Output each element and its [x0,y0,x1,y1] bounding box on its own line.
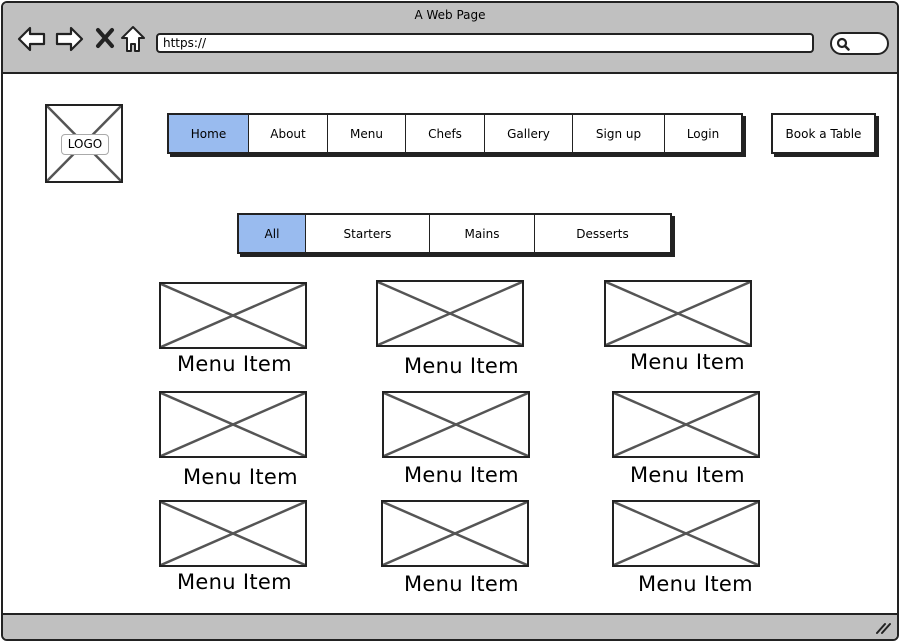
menu-item-image [612,500,760,567]
menu-item-label: Menu Item [177,352,292,376]
menu-item-label: Menu Item [630,463,745,487]
menu-item-label: Menu Item [404,572,519,596]
menu-item-image [159,282,307,349]
resize-grip-icon[interactable] [875,621,891,635]
image-placeholder-icon [161,502,305,565]
menu-item-image [381,500,529,567]
filter-tab-desserts[interactable]: Desserts [576,226,629,241]
window-title: A Web Page [414,8,486,22]
menu-item-label: Menu Item [183,465,298,489]
menu-item-label: Menu Item [630,350,745,374]
image-placeholder-icon [606,282,750,345]
status-bar [3,613,897,639]
menu-item-image [159,500,307,567]
logo-placeholder[interactable]: LOGO [45,104,123,183]
nav-item-chefs[interactable]: Chefs [406,115,485,152]
menu-item-label: Menu Item [404,463,519,487]
image-placeholder-icon [161,284,305,347]
nav-item-menu[interactable]: Menu [328,115,406,152]
logo-label: LOGO [61,134,109,155]
home-icon[interactable] [120,25,146,53]
menu-item-image [604,280,752,347]
address-bar[interactable]: https:// [156,33,814,53]
menu-item-image [376,280,524,347]
filter-tab-all[interactable]: All [239,215,306,252]
image-placeholder-icon [384,393,528,456]
image-placeholder-icon [614,502,758,565]
menu-item-image [612,391,760,458]
menu-item-image [159,391,307,458]
image-placeholder-icon [614,393,758,456]
image-placeholder-icon [383,502,527,565]
nav-item-home[interactable]: Home [169,115,249,152]
browser-chrome: A Web Page https:// [3,3,897,74]
filter-tab-starters[interactable]: Starters [306,215,430,252]
nav-item-login[interactable]: Login [686,126,720,141]
nav-item-sign-up[interactable]: Sign up [573,115,665,152]
image-placeholder-icon [161,393,305,456]
filter-tab-mains[interactable]: Mains [430,215,535,252]
forward-arrow-icon[interactable] [54,26,84,52]
back-arrow-icon[interactable] [17,26,47,52]
search-icon [836,37,850,51]
main-nav: Home About Menu Chefs Gallery Sign up Lo… [167,113,743,154]
menu-item-label: Menu Item [177,570,292,594]
nav-item-about[interactable]: About [249,115,328,152]
menu-filter-tabs: All Starters Mains Desserts [237,213,672,254]
book-a-table-button[interactable]: Book a Table [771,113,876,154]
image-placeholder-icon [378,282,522,345]
menu-item-label: Menu Item [404,354,519,378]
search-box[interactable] [830,32,889,55]
menu-item-image [382,391,530,458]
close-x-icon[interactable] [95,27,115,49]
menu-item-label: Menu Item [638,572,753,596]
nav-item-gallery[interactable]: Gallery [485,115,573,152]
